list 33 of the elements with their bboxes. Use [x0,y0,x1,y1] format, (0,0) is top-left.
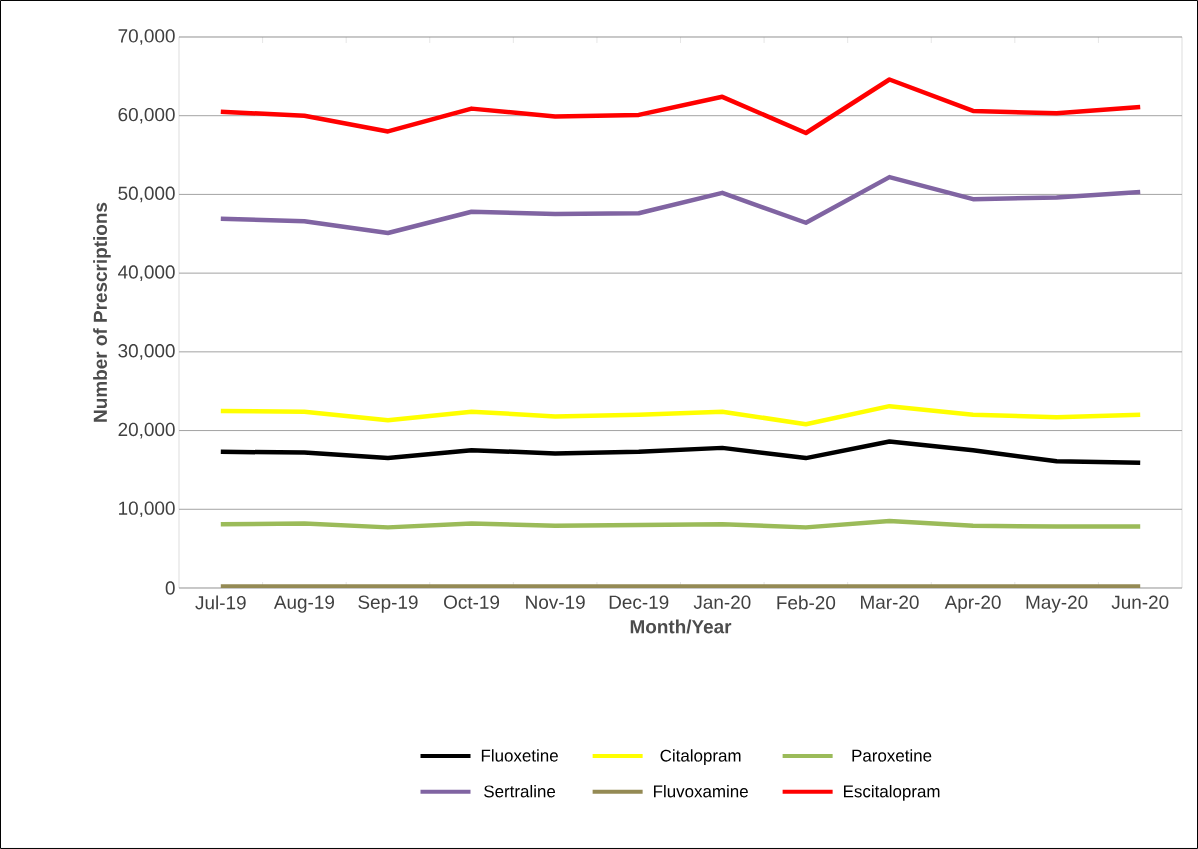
x-tick-label: Aug-19 [273,595,334,613]
line-series [218,403,1143,427]
legend-label: Citalopram [660,749,741,765]
legend-label: Fluvoxamine [654,784,748,798]
legend-label: Sertraline [484,784,556,798]
legend-label: Escitalopram [844,784,940,801]
x-axis-title: Month/Year [630,619,732,634]
y-tick-label: 70,000 [118,29,175,45]
line-series [218,518,1143,530]
legend-label: Paroxetine [852,749,932,762]
x-tick-label: May-20 [1026,595,1088,613]
x-tick-label: Jun-20 [1111,595,1169,609]
x-tick-label: Jan-20 [693,595,751,609]
y-tick-label: 40,000 [118,265,175,281]
line-series [218,439,1143,466]
y-tick-label: 0 [165,581,175,595]
x-tick-label: Apr-20 [944,595,1001,613]
x-tick-label: Sep-19 [358,595,418,613]
y-tick-label: 30,000 [118,344,175,360]
y-tick-label: 50,000 [118,186,175,203]
line-series [218,174,1143,236]
x-tick-label: Oct-19 [444,595,500,609]
y-tick-label: 20,000 [118,422,175,439]
x-tick-label: Feb-20 [777,595,836,610]
y-tick-label: 60,000 [118,107,175,124]
x-tick-label: Nov-19 [526,595,585,609]
x-tick-label: Dec-19 [609,595,669,609]
y-axis-title: Number of Prescriptions [93,202,111,422]
x-tick-label: Mar-20 [861,595,919,609]
line-series [218,77,1143,136]
y-tick-label: 10,000 [119,501,175,518]
x-tick-label: Jul-19 [195,595,246,610]
legend-label: Fluoxetine [481,749,558,762]
